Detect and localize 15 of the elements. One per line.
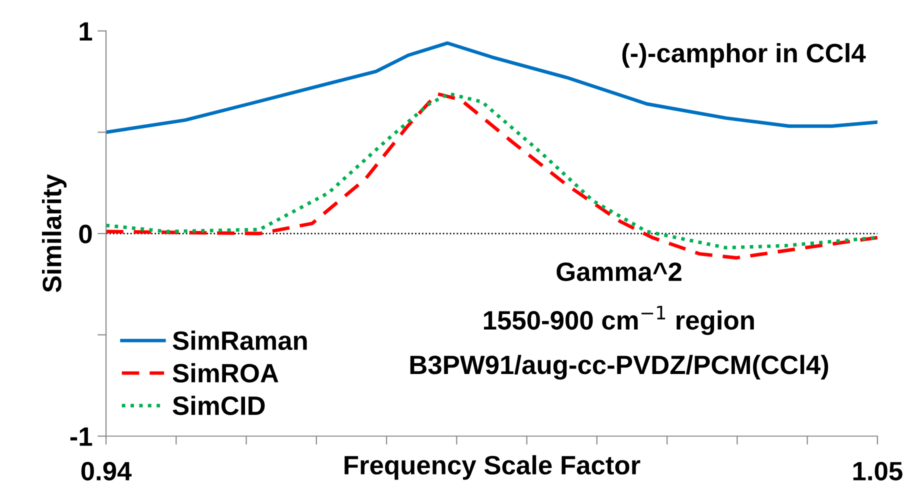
legend-label: SimRaman bbox=[172, 330, 307, 350]
x-tick-label: 0.94 bbox=[81, 462, 132, 481]
annotation: 1550-900 cm$^{−1}$ region bbox=[484, 306, 754, 336]
x-axis-title: Frequency Scale Factor bbox=[344, 455, 640, 480]
legend-label: SimCID bbox=[172, 396, 265, 416]
y-tick-label: -1 bbox=[70, 428, 92, 446]
legend-label: SimROA bbox=[172, 363, 278, 383]
y-tick-label: 0 bbox=[79, 224, 92, 244]
chart-title: (-)-camphor in CCl4 bbox=[622, 43, 866, 68]
annotation: Gamma^2 bbox=[556, 262, 682, 282]
x-tick-label: 1.05 bbox=[853, 462, 902, 481]
line-series bbox=[106, 41, 878, 134]
y-tick-label: 1 bbox=[80, 22, 92, 40]
y-axis-title: Similarity bbox=[42, 174, 67, 292]
annotation: B3PW91/aug-cc-PVDZ/PCM(CCl4) bbox=[410, 354, 828, 380]
